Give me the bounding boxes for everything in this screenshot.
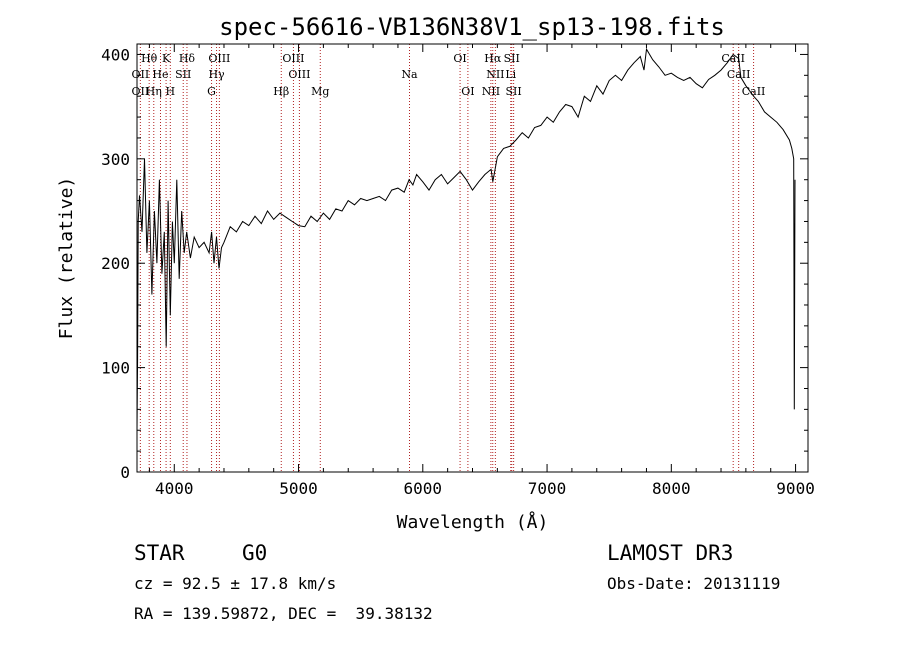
line-label: Na: [401, 68, 418, 81]
plot-frame: [136, 43, 809, 473]
object-class: STAR: [134, 541, 185, 565]
line-label: OIII: [208, 52, 230, 65]
x-tick-label: 7000: [528, 479, 567, 498]
axes: 4000 5000 6000 7000 8000 9000 0 100 200 300 400: [101, 44, 815, 498]
chart-title: spec-56616-VB136N38V1_sp13-198.fits: [219, 13, 725, 41]
line-label: NII: [482, 85, 500, 98]
line-label: OII: [131, 85, 149, 98]
x-tick-label: 8000: [652, 479, 691, 498]
x-axis-label: Wavelength (Å): [397, 511, 549, 533]
y-tick-label: 200: [101, 254, 130, 273]
line-label: OIII: [288, 68, 310, 81]
line-label: Hη: [146, 85, 162, 98]
line-label: NII: [486, 68, 504, 81]
line-label: Mg: [311, 85, 329, 98]
x-tick-label: 4000: [155, 479, 194, 498]
line-label: Hβ: [273, 85, 289, 98]
line-label: G: [207, 85, 216, 98]
y-tick-label: 100: [101, 359, 130, 378]
x-tick-label: 6000: [404, 479, 443, 498]
coordinates: RA = 139.59872, DEC = 39.38132: [134, 604, 433, 623]
spectrum-line: [136, 47, 796, 431]
x-tick-label: 5000: [279, 479, 318, 498]
survey-name: LAMOST DR3: [607, 541, 734, 565]
line-label: OI: [453, 52, 466, 65]
y-tick-label: 400: [101, 45, 130, 64]
line-label: Li: [505, 68, 516, 81]
line-label: SII: [504, 52, 520, 65]
line-label: CaII: [727, 68, 751, 81]
obs-date: Obs-Date: 20131119: [607, 574, 781, 593]
line-label: SII: [506, 85, 522, 98]
y-tick-label: 300: [101, 150, 130, 169]
line-label: H: [166, 85, 176, 98]
line-label: K: [162, 52, 171, 65]
line-label: OIII: [282, 52, 304, 65]
line-label: OI: [461, 85, 474, 98]
velocity: cz = 92.5 ± 17.8 km/s: [134, 574, 337, 593]
y-tick-label: 0: [120, 463, 130, 482]
line-label: Hγ: [208, 68, 225, 81]
line-label: OII: [131, 68, 149, 81]
object-subclass: G0: [242, 541, 268, 565]
line-label: SII: [175, 68, 191, 81]
y-axis-label: Flux (relative): [56, 177, 77, 340]
line-label: Hδ: [179, 52, 196, 65]
line-label: Hθ: [141, 52, 158, 65]
x-tick-label: 9000: [776, 479, 815, 498]
emission-lines: [139, 44, 755, 472]
line-label: Hα: [484, 52, 502, 65]
line-label: He: [152, 68, 168, 81]
